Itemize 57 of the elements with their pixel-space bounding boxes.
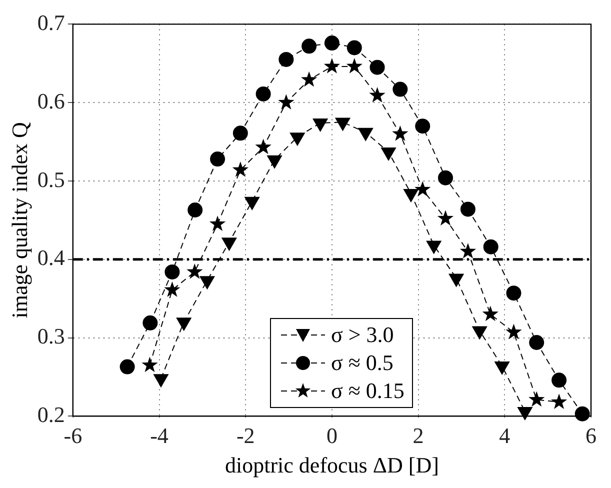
point (460, 243, 476, 258)
point (324, 58, 340, 74)
point (302, 38, 317, 54)
point (278, 94, 294, 110)
point (506, 324, 522, 340)
x-tick-label: -4 (150, 423, 168, 448)
y-tick-label: 0.7 (37, 10, 65, 35)
point (164, 264, 180, 280)
point (415, 118, 430, 134)
point (550, 394, 568, 409)
point (232, 162, 249, 177)
x-tick-label: 2 (412, 423, 424, 448)
point (369, 87, 386, 102)
point (209, 216, 226, 231)
point (278, 52, 294, 67)
point (142, 315, 158, 330)
point (186, 263, 203, 279)
point (460, 202, 476, 217)
y-tick-label: 0.3 (37, 324, 65, 349)
point (120, 359, 135, 374)
x-tick-label: -6 (64, 423, 82, 448)
point (210, 152, 226, 167)
point (506, 286, 522, 301)
y-tick-label: 0.6 (37, 88, 65, 114)
point (300, 71, 318, 87)
point (482, 306, 498, 322)
x-tick-label: -2 (236, 423, 255, 448)
point (346, 58, 362, 74)
point (483, 239, 498, 254)
point (370, 60, 385, 75)
point (528, 391, 545, 407)
point (256, 86, 271, 102)
x-axis-title: dioptric defocus ΔD [D] (224, 452, 439, 478)
point (232, 126, 248, 141)
x-tick-label: 4 (499, 423, 510, 448)
point (324, 36, 340, 51)
x-tick-label: 6 (586, 423, 596, 448)
point (346, 40, 362, 56)
point (164, 281, 180, 297)
legend-label: σ ≈ 0.5 (331, 349, 394, 377)
y-tick-label: 0.4 (37, 245, 65, 270)
legend-label: σ > 3.0 (331, 321, 394, 349)
legend-label: σ ≈ 0.15 (331, 377, 404, 405)
point (255, 138, 272, 154)
point (438, 170, 453, 186)
y-axis-title: image quality index Q (6, 122, 32, 318)
point (552, 372, 567, 388)
y-tick-label: 0.5 (37, 166, 65, 192)
point (414, 181, 431, 196)
point (437, 210, 454, 226)
point (142, 356, 158, 372)
point (529, 335, 544, 350)
point (188, 202, 203, 218)
point (392, 125, 408, 141)
x-tick-label: 0 (326, 423, 338, 448)
y-tick-label: 0.2 (37, 402, 65, 427)
point (392, 82, 408, 97)
